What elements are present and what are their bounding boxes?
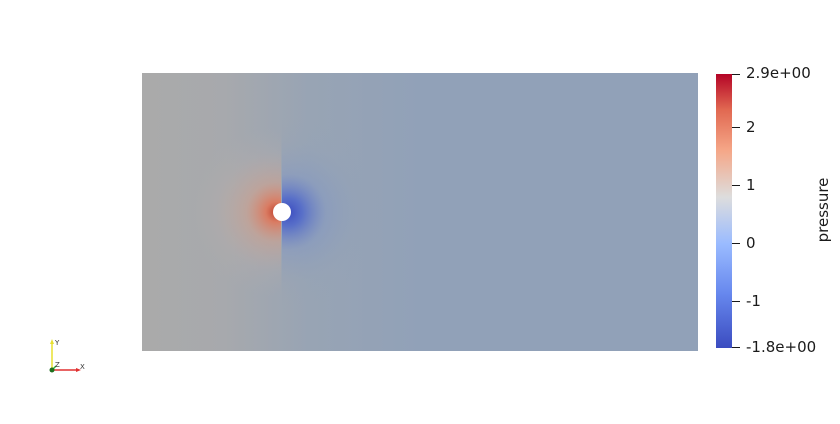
colorbar-max-label: 2.9e+00 [746,64,811,82]
y-axis-label: Y [54,339,60,347]
colorbar-tick-label-minus1: -1 [746,292,761,310]
cylinder-obstacle [273,203,291,221]
z-axis-marker [49,367,55,373]
x-axis-label: X [80,363,85,371]
colorbar-tick-label-0: 0 [746,234,756,252]
colorbar-ticks [732,74,740,348]
z-axis-label: Z [55,361,60,369]
orientation-axes-widget[interactable]: Y X Z [44,334,90,378]
colorbar-title: pressure [814,177,832,243]
colorbar-tick-label-1: 1 [746,176,756,194]
x-axis-arrow [76,368,81,372]
colorbar-tick-label-2: 2 [746,118,756,136]
y-axis-arrow [50,339,54,344]
colorbar-gradient [716,74,732,348]
colorbar-min-label: -1.8e+00 [746,338,817,356]
